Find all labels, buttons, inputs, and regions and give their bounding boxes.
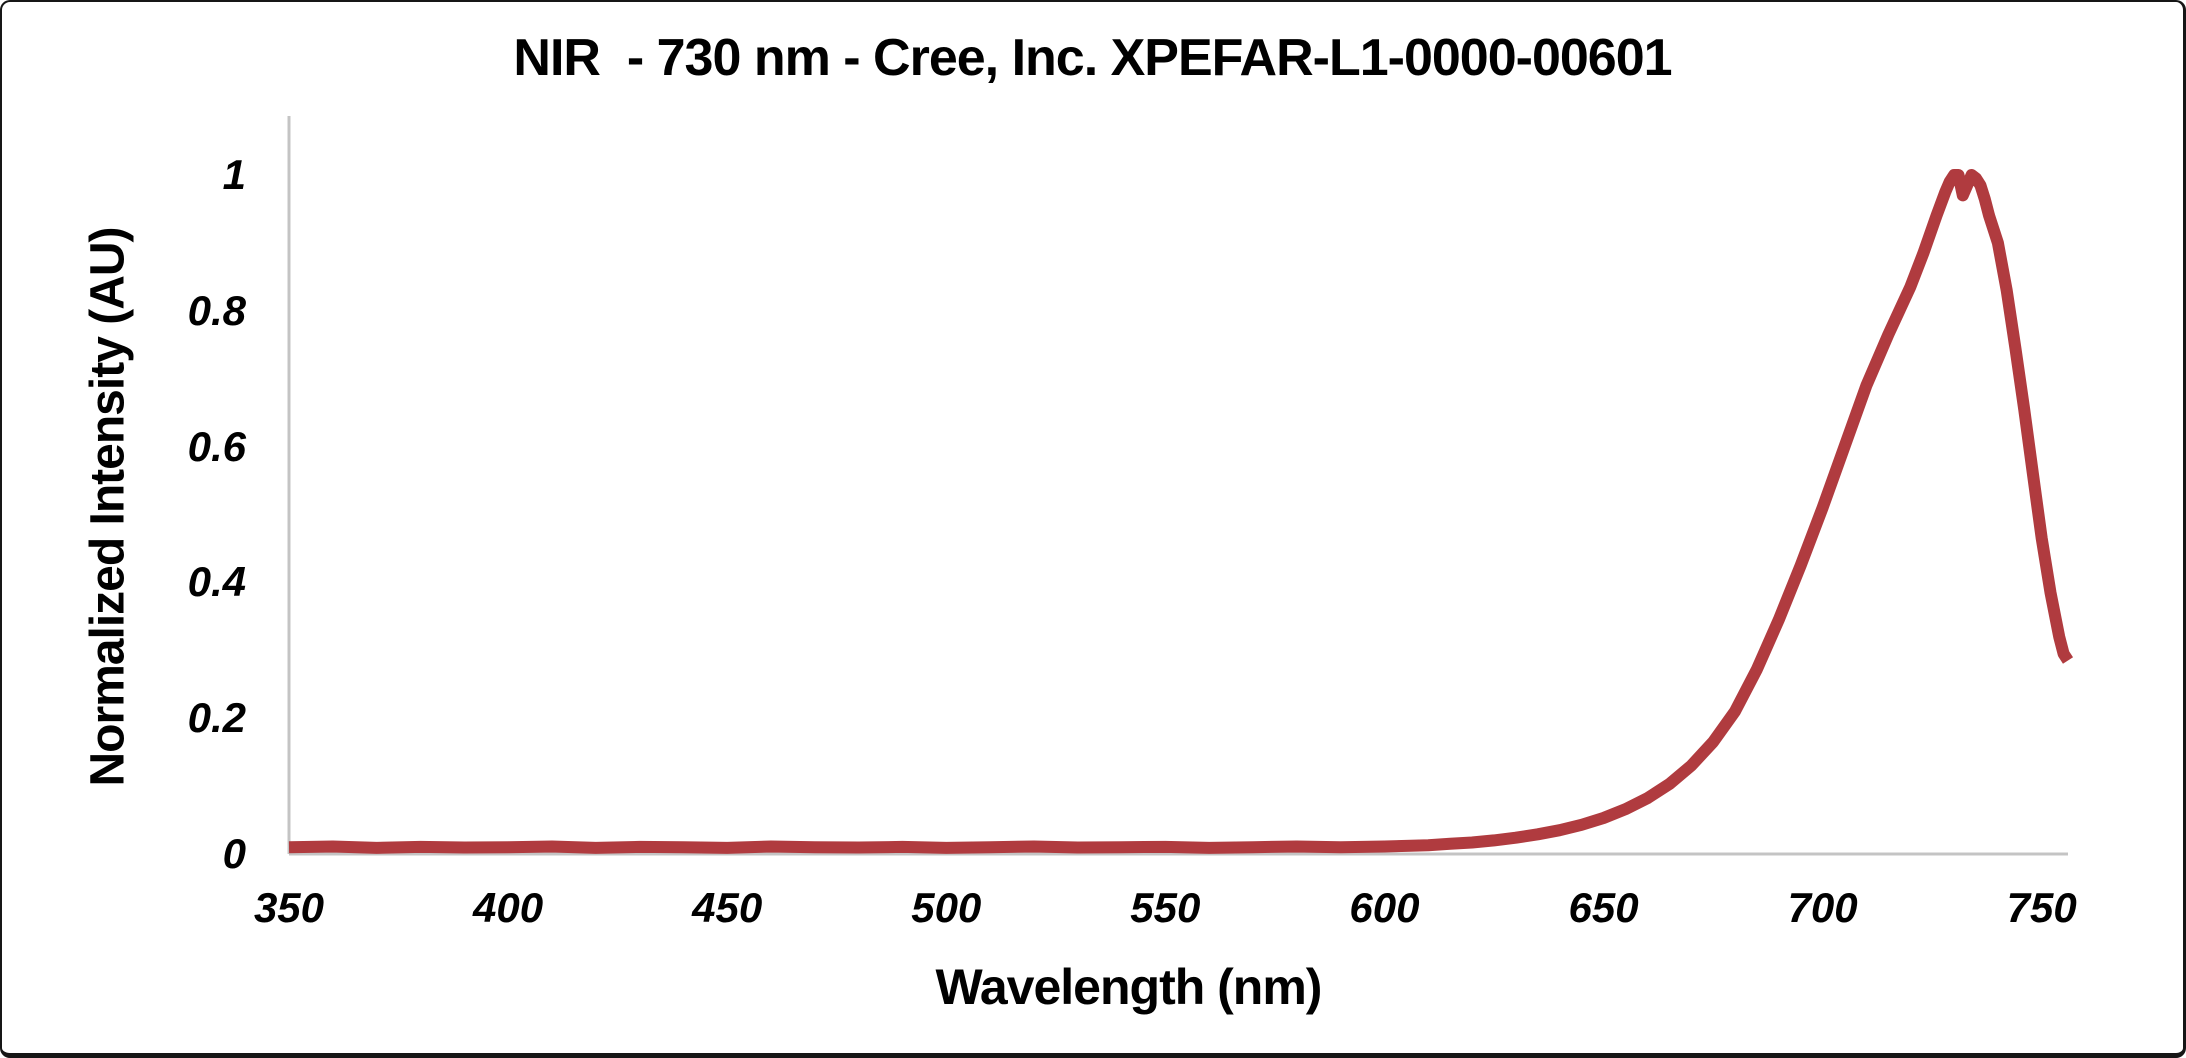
- x-tick-label: 450: [692, 884, 763, 931]
- y-tick-label: 0.6: [187, 422, 246, 470]
- x-tick-label: 650: [1568, 884, 1639, 931]
- x-tick-label: 400: [473, 884, 544, 931]
- x-tick-label: 600: [1349, 884, 1420, 931]
- chart-title: NIR - 730 nm - Cree, Inc. XPEFAR-L1-0000…: [513, 29, 1672, 87]
- y-tick-label: 0.4: [187, 558, 246, 606]
- y-tick-label: 0.2: [187, 694, 246, 742]
- x-tick-label: 500: [911, 884, 982, 931]
- y-tick-label: 0: [222, 830, 246, 877]
- x-tick-label: 550: [1130, 884, 1201, 931]
- x-axis-title: Wavelength (nm): [935, 959, 1323, 1015]
- x-tick-label: 700: [1787, 884, 1858, 931]
- x-tick-label: 750: [2006, 884, 2077, 931]
- y-tick-label: 1: [222, 151, 246, 198]
- y-tick-label: 0.8: [187, 286, 246, 334]
- spectrum-curve: [288, 169, 2074, 854]
- x-tick-label: 350: [253, 884, 325, 931]
